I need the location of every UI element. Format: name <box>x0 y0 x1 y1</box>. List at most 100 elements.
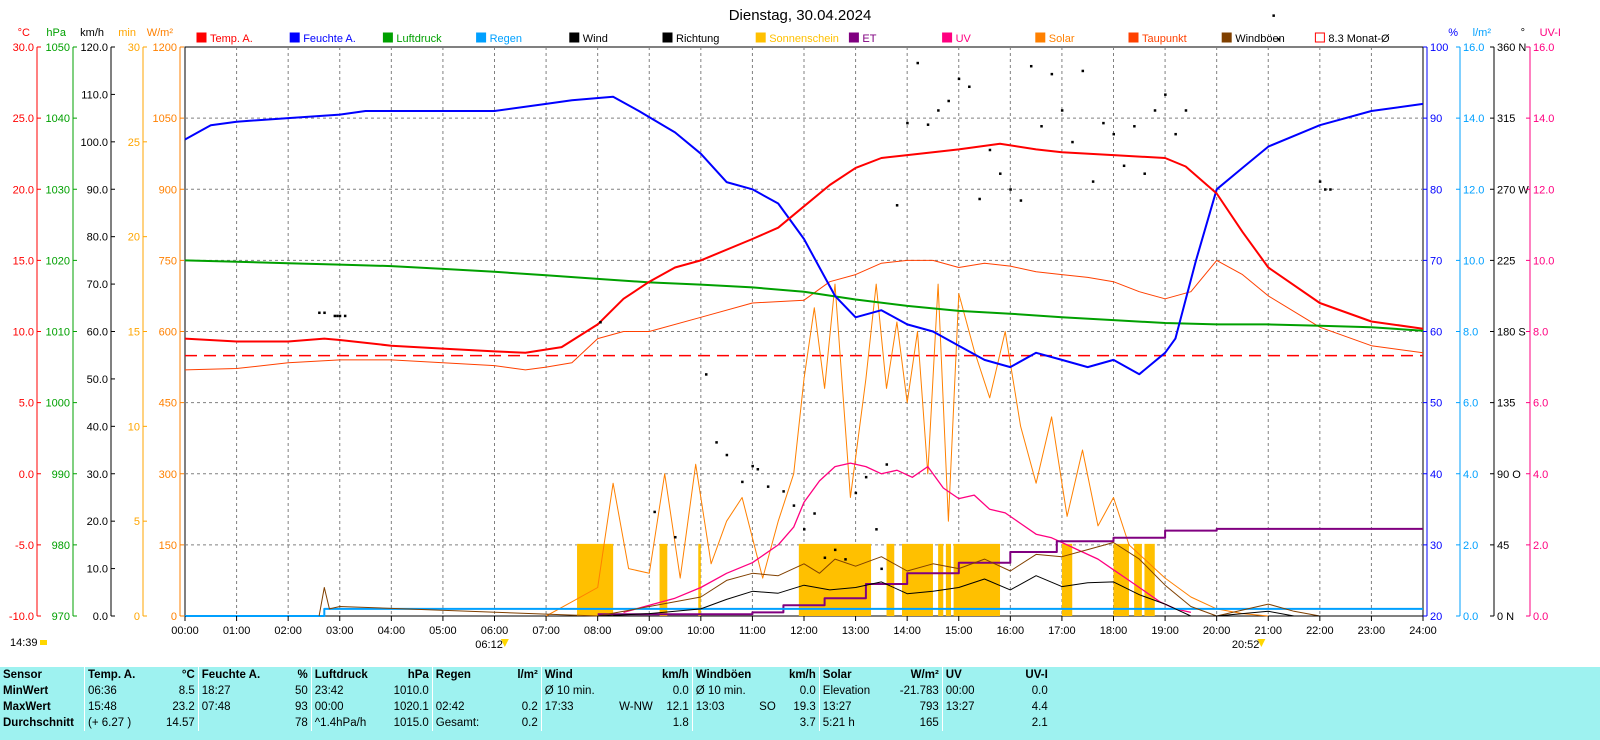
wind-direction-point <box>674 535 677 539</box>
left-axis-tick-label: 60.0 <box>87 327 108 339</box>
stats-cell: 0.2 <box>521 701 538 713</box>
series-uv-line <box>623 462 1192 614</box>
right-axis-tick-label: 14.0 <box>1463 113 1484 125</box>
series-et-line <box>597 527 1423 616</box>
right-axis-tick-label: 20 <box>1430 611 1442 623</box>
wind-direction-point <box>1040 125 1043 128</box>
wind-direction-point <box>803 528 806 531</box>
wind-direction-point <box>1091 180 1095 183</box>
stats-row-avg: Durchschnitt (+ 6.27 ) 14.57 78 ^1.4hPa/… <box>0 715 1051 731</box>
stats-header-cell: UV-I <box>1025 669 1048 681</box>
left-axis-tick-label: 1010 <box>46 327 70 339</box>
left-axis-tick-label: 100.0 <box>80 137 108 149</box>
series-taupunkt-line <box>184 259 1424 371</box>
stats-cell: 793 <box>919 701 939 713</box>
stats-cell: Gesamt: <box>431 715 499 731</box>
stats-header-cell: Temp. A. <box>84 667 163 683</box>
wind-direction-point <box>916 61 919 65</box>
stats-header-cell: km/h <box>788 669 816 681</box>
left-axis-tick-label: 50.0 <box>87 374 108 386</box>
stats-cell: 0.0 <box>1031 685 1048 697</box>
left-axis-tick-label: 40.0 <box>87 421 108 433</box>
stats-header-cell: Regen <box>431 667 499 683</box>
legend-swatch-wind <box>569 32 580 43</box>
right-axis-tick-label: 225 <box>1497 255 1515 267</box>
stats-cell: 1020.1 <box>393 701 429 713</box>
chart-title: Dienstag, 30.04.2024 <box>729 7 872 24</box>
left-axis-tick-label: 120.0 <box>80 42 108 54</box>
stats-cell: 0.0 <box>672 685 689 697</box>
stats-row-min: MinWert 06:36 8.5 18:27 50 23:42 1010.0 … <box>0 683 1051 699</box>
stats-cell: 17:33 <box>540 699 609 715</box>
left-axis-tick-label: 30 <box>128 42 140 54</box>
right-axis-tick-label: 45 <box>1497 540 1509 552</box>
stats-cell: 15:48 <box>84 699 163 715</box>
legend-swatch-richtung <box>662 32 673 43</box>
stats-cell: 19.3 <box>793 701 816 713</box>
left-axis-tick-label: 1050 <box>46 42 70 54</box>
x-tick-label: 19:00 <box>1151 625 1179 637</box>
wind-direction-point <box>1071 140 1074 144</box>
x-tick-label: 17:00 <box>1048 625 1076 637</box>
stats-cell <box>941 715 1009 731</box>
wind-direction-point <box>599 321 602 324</box>
left-axis-tick-label: 0 <box>171 611 177 623</box>
statistics-table: Sensor Temp. A. °C Feuchte A. % Luftdruc… <box>0 667 1600 740</box>
series-feuchte-a-line <box>184 95 1424 376</box>
stats-row-label: MinWert <box>3 685 49 697</box>
right-axis-tick-label: 16.0 <box>1463 42 1484 54</box>
wind-direction-point <box>1143 172 1146 175</box>
plot-area <box>184 14 1424 617</box>
x-tick-label: 00:00 <box>171 625 199 637</box>
stats-header-cell: W/m² <box>910 669 939 681</box>
legend-label-richtung: Richtung <box>676 33 719 45</box>
left-axis-tick-label: 15.0 <box>13 255 34 267</box>
x-tick-label: 12:00 <box>790 625 818 637</box>
left-axis-unit-hpa: hPa <box>46 27 66 39</box>
left-axis-tick-label: 1000 <box>46 398 70 410</box>
wind-direction-point <box>880 567 883 571</box>
stats-cell: 8.5 <box>178 685 195 697</box>
stats-header-cell: l/m² <box>517 669 538 681</box>
left-axis-tick-label: 30.0 <box>87 469 108 481</box>
wind-direction-point <box>999 172 1002 175</box>
legend-label-solar: Solar <box>1049 33 1075 45</box>
right-axis-unit-l-m: l/m² <box>1473 27 1492 39</box>
series-luftdruck-line <box>184 259 1424 332</box>
right-axis-tick-label: 0 N <box>1497 611 1514 623</box>
wind-direction-point <box>885 463 889 466</box>
x-tick-label: 13:00 <box>842 625 870 637</box>
right-axis-tick-label: 6.0 <box>1533 398 1548 410</box>
wind-direction-point <box>875 528 878 531</box>
left-axis-tick-label: 20 <box>128 232 140 244</box>
stats-cell <box>754 683 779 699</box>
legend-swatch-temp-a <box>196 32 207 43</box>
stats-cell: 02:42 <box>431 699 499 715</box>
stats-cell: 23:42 <box>310 683 390 699</box>
legend-label-uv: UV <box>956 33 972 45</box>
series-solar-line <box>545 283 1269 617</box>
left-axis-tick-label: 10 <box>128 421 140 433</box>
sunshine-bar <box>886 543 895 616</box>
sunshine-bar <box>659 543 668 616</box>
x-tick-label: 03:00 <box>326 625 354 637</box>
right-axis-tick-label: 180 S <box>1497 327 1526 339</box>
right-axis-tick-label: 30 <box>1430 540 1442 552</box>
wind-direction-point <box>333 314 337 318</box>
legend-label-taupunkt: Taupunkt <box>1142 33 1187 45</box>
left-axis-tick-label: 980 <box>52 540 70 552</box>
stats-cell: 0.2 <box>521 717 538 729</box>
legend-swatch-et <box>848 32 859 43</box>
x-tick-label: 09:00 <box>635 625 663 637</box>
wind-direction-point <box>336 314 339 318</box>
stats-cell: 06:36 <box>84 683 163 699</box>
stats-cell: 18:27 <box>197 683 277 699</box>
left-axis-tick-label: 1020 <box>46 255 70 267</box>
stats-cell: ^1.4hPa/h <box>310 715 390 731</box>
wind-direction-point <box>1050 72 1054 76</box>
left-axis-tick-label: 970 <box>52 611 70 623</box>
wind-direction-point <box>1133 125 1136 128</box>
wind-direction-point <box>704 373 708 376</box>
left-axis-tick-label: 25 <box>128 137 140 149</box>
wind-direction-point <box>1272 14 1275 17</box>
